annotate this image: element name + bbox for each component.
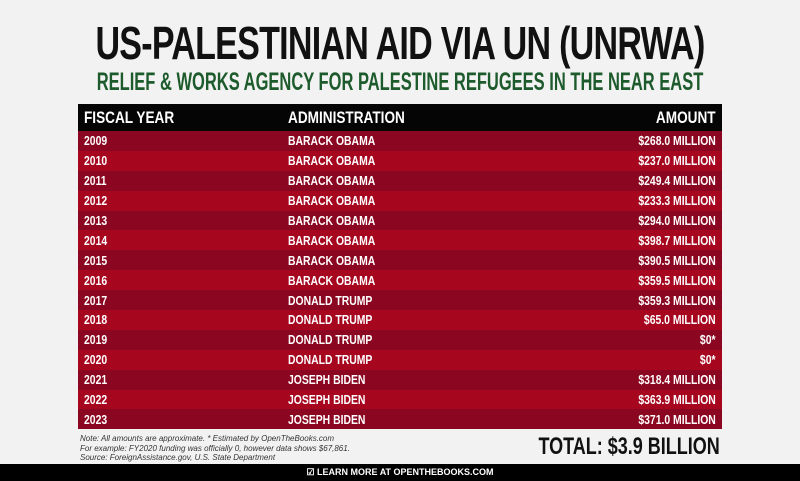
page-title-text: US-PALESTINIAN AID VIA UN (UNRWA)	[95, 17, 705, 69]
note-line: Note: All amounts are approximate. * Est…	[80, 434, 335, 443]
table-row: 2020 DONALD TRUMP $0*	[78, 349, 722, 370]
source-line: Source: ForeignAssistance.gov, U.S. Stat…	[80, 453, 276, 462]
header-administration: ADMINISTRATION	[288, 107, 405, 127]
cell-amount: $363.9 MILLION	[638, 392, 716, 408]
cell-fiscal-year: 2009	[84, 133, 108, 149]
cell-administration: JOSEPH BIDEN	[288, 372, 366, 388]
cell-administration: BARACK OBAMA	[288, 272, 376, 288]
notes: Note: All amounts are approximate. * Est…	[80, 434, 420, 463]
cell-administration: DONALD TRUMP	[288, 292, 373, 308]
cell-fiscal-year: 2018	[84, 312, 108, 328]
cell-amount: $371.0 MILLION	[638, 411, 716, 427]
cell-amount: $0*	[700, 332, 716, 348]
cell-amount: $249.4 MILLION	[638, 173, 716, 189]
cell-amount: $0*	[700, 352, 716, 368]
footer-text: LEARN MORE AT OPENTHEBOOKS.COM	[317, 467, 494, 477]
cell-amount: $390.5 MILLION	[638, 252, 716, 268]
header-amount: AMOUNT	[656, 107, 716, 127]
cell-administration: JOSEPH BIDEN	[288, 392, 366, 408]
total: TOTAL: $3.9 BILLION	[538, 433, 720, 460]
cell-fiscal-year: 2022	[84, 392, 108, 408]
table-row: 2013 BARACK OBAMA $294.0 MILLION	[78, 210, 722, 231]
cell-fiscal-year: 2011	[84, 173, 107, 189]
table-row: 2021 JOSEPH BIDEN $318.4 MILLION	[78, 369, 722, 390]
cell-fiscal-year: 2021	[84, 372, 108, 388]
cell-fiscal-year: 2020	[84, 352, 108, 368]
cell-administration: BARACK OBAMA	[288, 173, 376, 189]
cell-fiscal-year: 2016	[84, 272, 108, 288]
table-row: 2018 DONALD TRUMP $65.0 MILLION	[78, 310, 722, 330]
table-row: 2011 BARACK OBAMA $249.4 MILLION	[78, 170, 722, 191]
page-subtitle-text: RELIEF & WORKS AGENCY FOR PALESTINE REFU…	[96, 68, 704, 96]
cell-fiscal-year: 2013	[84, 213, 108, 228]
table-row: 2010 BARACK OBAMA $237.0 MILLION	[78, 150, 722, 171]
cell-administration: BARACK OBAMA	[288, 232, 376, 248]
cell-amount: $237.0 MILLION	[638, 153, 716, 169]
cell-administration: BARACK OBAMA	[288, 133, 376, 149]
footer-link[interactable]: ☑ LEARN MORE AT OPENTHEBOOKS.COM	[0, 464, 800, 481]
cell-administration: DONALD TRUMP	[288, 312, 373, 328]
cell-fiscal-year: 2012	[84, 193, 108, 209]
cell-fiscal-year: 2010	[84, 153, 108, 169]
page-subtitle: RELIEF & WORKS AGENCY FOR PALESTINE REFU…	[0, 68, 800, 96]
cell-administration: JOSEPH BIDEN	[288, 411, 366, 427]
cell-administration: DONALD TRUMP	[288, 352, 373, 368]
cell-amount: $398.7 MILLION	[638, 232, 716, 248]
cell-amount: $359.3 MILLION	[638, 292, 716, 308]
table-row: 2009 BARACK OBAMA $268.0 MILLION	[78, 131, 722, 151]
cell-amount: $268.0 MILLION	[638, 133, 716, 149]
table-header: FISCAL YEAR ADMINISTRATION AMOUNT	[78, 104, 722, 131]
table-row: 2019 DONALD TRUMP $0*	[78, 329, 722, 350]
cell-administration: BARACK OBAMA	[288, 252, 376, 268]
cell-fiscal-year: 2015	[84, 252, 108, 268]
cell-administration: BARACK OBAMA	[288, 193, 376, 209]
cell-amount: $233.3 MILLION	[638, 193, 716, 209]
cell-fiscal-year: 2023	[84, 411, 108, 427]
table-row: 2014 BARACK OBAMA $398.7 MILLION	[78, 230, 722, 251]
header-fiscal-year: FISCAL YEAR	[84, 107, 175, 127]
table-row: 2023 JOSEPH BIDEN $371.0 MILLION	[78, 409, 722, 430]
cell-amount: $294.0 MILLION	[638, 213, 716, 228]
checkmark-icon: ☑	[306, 467, 315, 477]
table-row: 2022 JOSEPH BIDEN $363.9 MILLION	[78, 389, 722, 410]
cell-amount: $65.0 MILLION	[644, 312, 716, 328]
table-row: 2017 DONALD TRUMP $359.3 MILLION	[78, 290, 722, 311]
cell-administration: BARACK OBAMA	[288, 213, 376, 228]
cell-fiscal-year: 2014	[84, 232, 108, 248]
page-title: US-PALESTINIAN AID VIA UN (UNRWA)	[0, 18, 800, 68]
table-row: 2015 BARACK OBAMA $390.5 MILLION	[78, 250, 722, 271]
cell-administration: BARACK OBAMA	[288, 153, 376, 169]
table-row: 2016 BARACK OBAMA $359.5 MILLION	[78, 270, 722, 291]
cell-administration: DONALD TRUMP	[288, 332, 373, 348]
cell-amount: $318.4 MILLION	[638, 372, 716, 388]
cell-fiscal-year: 2017	[84, 292, 108, 308]
table-row: 2012 BARACK OBAMA $233.3 MILLION	[78, 190, 722, 211]
aid-table: FISCAL YEAR ADMINISTRATION AMOUNT 2009 BA…	[78, 104, 722, 430]
note-line: For example: FY2020 funding was official…	[80, 443, 350, 453]
cell-amount: $359.5 MILLION	[638, 272, 716, 288]
cell-fiscal-year: 2019	[84, 332, 108, 348]
